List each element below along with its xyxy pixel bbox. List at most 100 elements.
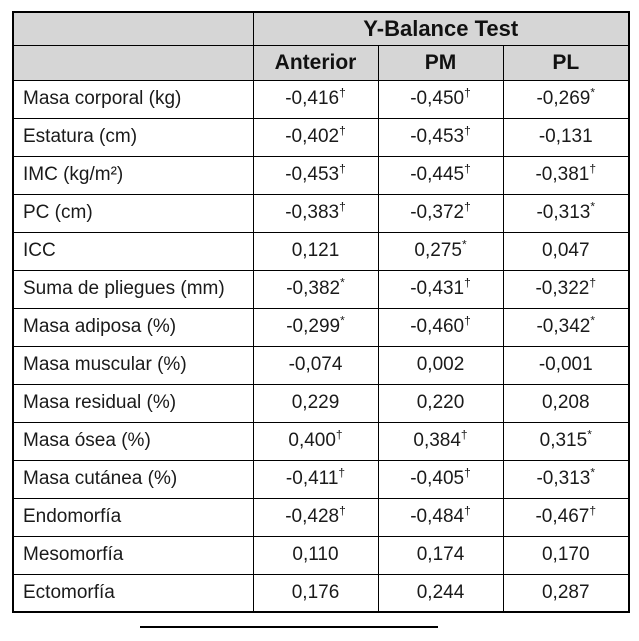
table-row: PC (cm) -0,383† -0,372† -0,313* xyxy=(12,193,630,233)
value-text: -0,342 xyxy=(536,316,591,337)
value-cell: -0,313* xyxy=(502,459,630,499)
value-cell: -0,342* xyxy=(502,307,630,347)
value-cell: 0,229 xyxy=(252,383,379,423)
value-text: -0,416 xyxy=(285,88,340,109)
value-text: 0,047 xyxy=(541,240,590,261)
value-text: -0,383 xyxy=(285,202,340,223)
value-text: 0,208 xyxy=(541,392,590,413)
value-text: -0,322 xyxy=(535,278,590,299)
value-cell: -0,372† xyxy=(377,193,504,233)
row-label: Ectomorfía xyxy=(12,573,254,613)
significance-mark: † xyxy=(464,123,471,138)
value-cell: 0,275* xyxy=(377,231,504,271)
value-cell: -0,411† xyxy=(252,459,379,499)
significance-mark: * xyxy=(590,313,596,328)
table-body: Masa corporal (kg) -0,416† -0,450† -0,269* E… xyxy=(12,79,630,613)
value-cell: -0,445† xyxy=(377,155,504,195)
row-label: Masa adiposa (%) xyxy=(12,307,254,347)
value-text: 0,400 xyxy=(288,430,336,451)
value-cell: -0,074 xyxy=(252,345,379,385)
value-text: -0,313 xyxy=(536,468,591,489)
value-text: 0,275 xyxy=(414,240,462,261)
value-text: 0,229 xyxy=(291,392,340,413)
col-header-anterior: Anterior xyxy=(252,44,379,81)
value-cell: -0,450† xyxy=(377,79,504,119)
row-label: Masa muscular (%) xyxy=(12,345,254,385)
value-cell: 0,220 xyxy=(377,383,504,423)
table-figure: Y-Balance Test Anterior PM PL Masa corpo… xyxy=(12,11,630,628)
significance-mark: † xyxy=(339,199,346,214)
significance-mark: * xyxy=(587,427,592,442)
value-text: 0,220 xyxy=(416,392,465,413)
value-text: 0,287 xyxy=(541,581,590,603)
footnote-rule xyxy=(140,626,438,628)
row-label: Endomorfía xyxy=(12,497,254,537)
significance-mark: * xyxy=(590,199,596,214)
value-cell: -0,484† xyxy=(377,497,504,537)
table-row: ICC 0,121 0,275* 0,047 xyxy=(12,231,630,271)
value-text: -0,453 xyxy=(285,164,340,185)
table-row: Masa cutánea (%) -0,411† -0,405† -0,313* xyxy=(12,459,630,499)
value-text: 0,244 xyxy=(416,581,465,603)
significance-mark: † xyxy=(464,199,471,214)
significance-mark: † xyxy=(464,275,471,290)
value-text: 0,110 xyxy=(292,544,339,565)
value-cell: 0,384† xyxy=(377,421,504,461)
table-row: IMC (kg/m²) -0,453† -0,445† -0,381† xyxy=(12,155,630,195)
significance-mark: † xyxy=(464,161,471,176)
value-text: -0,313 xyxy=(536,202,591,223)
value-cell: 0,176 xyxy=(252,573,379,613)
value-cell: 0,174 xyxy=(377,535,504,575)
value-cell: 0,287 xyxy=(502,573,630,613)
value-cell: -0,313* xyxy=(502,193,630,233)
value-cell: -0,460† xyxy=(377,307,504,347)
corner-cell xyxy=(12,11,254,46)
value-cell: -0,001 xyxy=(502,345,630,385)
title-row: Y-Balance Test xyxy=(12,11,630,46)
value-text: 0,121 xyxy=(291,240,340,261)
significance-mark: † xyxy=(339,161,346,176)
value-cell: -0,428† xyxy=(252,497,379,537)
row-label: Masa cutánea (%) xyxy=(12,459,254,499)
col-header-pl: PL xyxy=(502,44,630,81)
significance-mark: * xyxy=(590,465,596,480)
row-label: Mesomorfía xyxy=(12,535,254,575)
significance-mark: * xyxy=(590,85,596,100)
row-label: IMC (kg/m²) xyxy=(12,155,254,195)
row-label: Masa ósea (%) xyxy=(12,421,254,461)
table-row: Estatura (cm) -0,402† -0,453† -0,131 xyxy=(12,117,630,157)
significance-mark: * xyxy=(461,237,467,252)
value-text: 0,002 xyxy=(416,354,465,375)
significance-mark: † xyxy=(335,427,343,442)
value-text: -0,460 xyxy=(410,316,465,337)
value-cell: -0,453† xyxy=(377,117,504,157)
value-text: -0,453 xyxy=(410,126,465,147)
significance-mark: † xyxy=(460,427,468,442)
value-cell: 0,400† xyxy=(252,421,379,461)
value-text: -0,269 xyxy=(536,88,591,109)
value-text: 0,174 xyxy=(416,544,465,565)
row-label: Estatura (cm) xyxy=(12,117,254,157)
value-text: -0,001 xyxy=(538,354,593,375)
value-cell: -0,453† xyxy=(252,155,379,195)
value-cell: 0,121 xyxy=(252,231,379,271)
value-cell: 0,110 xyxy=(252,535,379,575)
value-cell: -0,131 xyxy=(502,117,630,157)
significance-mark: † xyxy=(339,85,346,100)
value-text: 0,315 xyxy=(539,430,588,451)
value-cell: -0,467† xyxy=(502,497,630,537)
table-row: Masa corporal (kg) -0,416† -0,450† -0,269* xyxy=(12,79,630,119)
value-cell: -0,299* xyxy=(252,307,379,347)
correlation-table: Y-Balance Test Anterior PM PL Masa corpo… xyxy=(12,11,630,613)
table-row: Masa muscular (%) -0,074 0,002 -0,001 xyxy=(12,345,630,385)
corner-cell-2 xyxy=(12,44,254,81)
table-row: Mesomorfía 0,110 0,174 0,170 xyxy=(12,535,630,575)
significance-mark: † xyxy=(589,161,597,176)
value-text: -0,411 xyxy=(285,468,339,489)
significance-mark: * xyxy=(340,313,345,328)
table-row: Suma de pliegues (mm) -0,382* -0,431† -0,32… xyxy=(12,269,630,309)
value-text: 0,384 xyxy=(413,430,461,451)
row-label: PC (cm) xyxy=(12,193,254,233)
table-row: Masa adiposa (%) -0,299* -0,460† -0,342* xyxy=(12,307,630,347)
significance-mark: † xyxy=(338,465,346,480)
